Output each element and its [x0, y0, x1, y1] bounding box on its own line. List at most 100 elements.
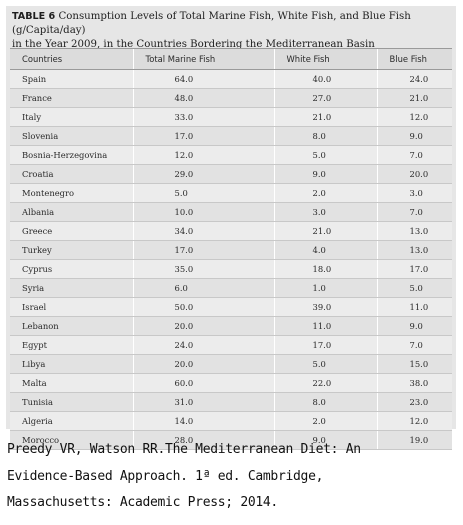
- table-caption: TABLE 6 Consumption Levels of Total Mari…: [12, 10, 452, 52]
- cell-white-fish: 8.0: [273, 126, 377, 146]
- fish-consumption-table: Countries Total Marine Fish White Fish B…: [10, 48, 452, 450]
- table-row: France 48.0 27.0 21.0: [10, 88, 452, 108]
- table-row: Croatia 29.0 9.0 20.0: [10, 164, 452, 184]
- cell-country: France: [10, 88, 133, 108]
- cell-country: Slovenia: [10, 126, 133, 146]
- cell-blue-fish: 7.0: [376, 202, 452, 222]
- cell-total-marine-fish: 20.0: [132, 316, 274, 336]
- cell-white-fish: 2.0: [273, 411, 377, 431]
- cell-country: Greece: [10, 221, 133, 241]
- cell-country: Montenegro: [10, 183, 133, 203]
- cell-blue-fish: 11.0: [376, 297, 452, 317]
- cell-blue-fish: 20.0: [376, 164, 452, 184]
- table-row: Lebanon 20.0 11.0 9.0: [10, 316, 452, 336]
- cell-white-fish: 4.0: [273, 240, 377, 260]
- cell-white-fish: 21.0: [273, 107, 377, 127]
- table-row: Greece 34.0 21.0 13.0: [10, 221, 452, 241]
- table-row: Libya 20.0 5.0 15.0: [10, 354, 452, 374]
- table-row: Malta 60.0 22.0 38.0: [10, 373, 452, 393]
- cell-blue-fish: 12.0: [376, 107, 452, 127]
- cell-white-fish: 21.0: [273, 221, 377, 241]
- cell-country: Lebanon: [10, 316, 133, 336]
- table-row: Syria 6.0 1.0 5.0: [10, 278, 452, 298]
- table-row: Italy 33.0 21.0 12.0: [10, 107, 452, 127]
- cell-total-marine-fish: 14.0: [132, 411, 274, 431]
- cell-white-fish: 9.0: [273, 430, 377, 450]
- table-card: TABLE 6 Consumption Levels of Total Mari…: [6, 6, 456, 450]
- cell-blue-fish: 3.0: [376, 183, 452, 203]
- cell-country: Malta: [10, 373, 133, 393]
- citation-line2: Evidence-Based Approach. 1ª ed. Cambridg…: [7, 468, 324, 484]
- cell-country: Algeria: [10, 411, 133, 431]
- table-row: Montenegro 5.0 2.0 3.0: [10, 183, 452, 203]
- cell-blue-fish: 21.0: [376, 88, 452, 108]
- cell-white-fish: 3.0: [273, 202, 377, 222]
- table-title-line1: Consumption Levels of Total Marine Fish,…: [12, 11, 411, 36]
- cell-blue-fish: 13.0: [376, 240, 452, 260]
- citation-line3: Massachusetts: Academic Press; 2014.: [7, 495, 278, 510]
- table-row: Slovenia 17.0 8.0 9.0: [10, 126, 452, 146]
- cell-blue-fish: 7.0: [376, 145, 452, 165]
- cell-white-fish: 27.0: [273, 88, 377, 108]
- header-total-marine-fish: Total Marine Fish: [132, 48, 274, 70]
- cell-total-marine-fish: 35.0: [132, 259, 274, 279]
- cell-total-marine-fish: 64.0: [132, 69, 274, 89]
- table-row: Bosnia-Herzegovina 12.0 5.0 7.0: [10, 145, 452, 165]
- cell-blue-fish: 15.0: [376, 354, 452, 374]
- cell-blue-fish: 5.0: [376, 278, 452, 298]
- cell-total-marine-fish: 31.0: [132, 392, 274, 412]
- cell-total-marine-fish: 29.0: [132, 164, 274, 184]
- cell-blue-fish: 38.0: [376, 373, 452, 393]
- citation-line1: Preedy VR, Watson RR.The Mediterranean D…: [7, 442, 361, 457]
- cell-blue-fish: 13.0: [376, 221, 452, 241]
- header-white-fish: White Fish: [273, 48, 377, 70]
- cell-blue-fish: 7.0: [376, 335, 452, 355]
- cell-total-marine-fish: 12.0: [132, 145, 274, 165]
- cell-total-marine-fish: 60.0: [132, 373, 274, 393]
- table-row: Spain 64.0 40.0 24.0: [10, 69, 452, 89]
- table-title-line2: in the Year 2009, in the Countries Borde…: [12, 39, 375, 50]
- cell-country: Morocco: [10, 430, 133, 450]
- cell-country: Cyprus: [10, 259, 133, 279]
- cell-country: Spain: [10, 69, 133, 89]
- cell-total-marine-fish: 17.0: [132, 126, 274, 146]
- cell-blue-fish: 12.0: [376, 411, 452, 431]
- cell-total-marine-fish: 50.0: [132, 297, 274, 317]
- cell-white-fish: 5.0: [273, 145, 377, 165]
- cell-blue-fish: 23.0: [376, 392, 452, 412]
- cell-country: Bosnia-Herzegovina: [10, 145, 133, 165]
- table-row: Morocco 28.0 9.0 19.0: [10, 430, 452, 450]
- table-label: TABLE 6: [12, 11, 56, 22]
- cell-total-marine-fish: 24.0: [132, 335, 274, 355]
- cell-total-marine-fish: 48.0: [132, 88, 274, 108]
- cell-blue-fish: 17.0: [376, 259, 452, 279]
- table-row: Algeria 14.0 2.0 12.0: [10, 411, 452, 431]
- cell-blue-fish: 9.0: [376, 316, 452, 336]
- cell-white-fish: 17.0: [273, 335, 377, 355]
- table-row: Egypt 24.0 17.0 7.0: [10, 335, 452, 355]
- cell-white-fish: 18.0: [273, 259, 377, 279]
- cell-total-marine-fish: 6.0: [132, 278, 274, 298]
- cell-white-fish: 2.0: [273, 183, 377, 203]
- table-row: Turkey 17.0 4.0 13.0: [10, 240, 452, 260]
- cell-country: Turkey: [10, 240, 133, 260]
- cell-country: Israel: [10, 297, 133, 317]
- cell-country: Italy: [10, 107, 133, 127]
- cell-blue-fish: 9.0: [376, 126, 452, 146]
- table-row: Israel 50.0 39.0 11.0: [10, 297, 452, 317]
- cell-white-fish: 5.0: [273, 354, 377, 374]
- table-row: Cyprus 35.0 18.0 17.0: [10, 259, 452, 279]
- cell-white-fish: 39.0: [273, 297, 377, 317]
- cell-total-marine-fish: 17.0: [132, 240, 274, 260]
- cell-total-marine-fish: 5.0: [132, 183, 274, 203]
- cell-blue-fish: 24.0: [376, 69, 452, 89]
- cell-white-fish: 8.0: [273, 392, 377, 412]
- cell-total-marine-fish: 20.0: [132, 354, 274, 374]
- table-header-row: Countries Total Marine Fish White Fish B…: [10, 48, 452, 70]
- cell-white-fish: 1.0: [273, 278, 377, 298]
- cell-total-marine-fish: 28.0: [132, 430, 274, 450]
- cell-country: Egypt: [10, 335, 133, 355]
- cell-total-marine-fish: 10.0: [132, 202, 274, 222]
- cell-country: Libya: [10, 354, 133, 374]
- cell-blue-fish: 19.0: [376, 430, 452, 450]
